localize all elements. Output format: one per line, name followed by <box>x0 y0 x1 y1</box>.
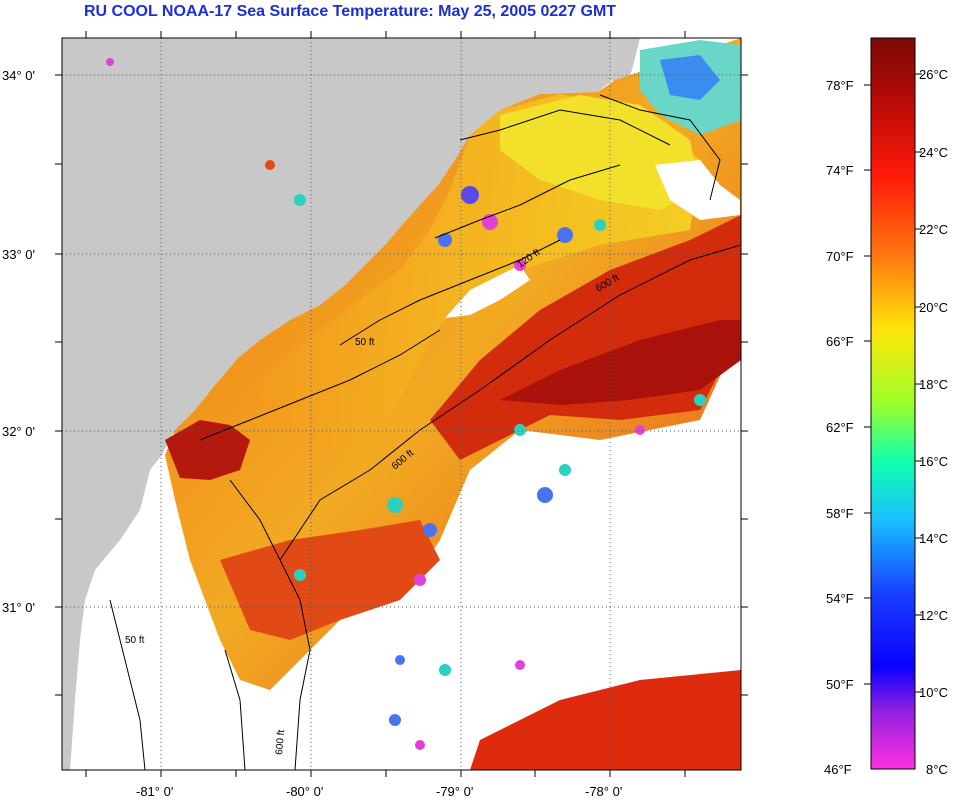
cb-f-50: 50°F <box>826 677 854 692</box>
lon-label-78: -78° 0' <box>585 784 622 799</box>
sst-gulf-core <box>500 320 741 405</box>
sst-sw-hot <box>165 420 250 480</box>
map-title: RU COOL NOAA-17 Sea Surface Temperature:… <box>84 3 617 20</box>
cb-c-18: 18°C <box>919 377 948 392</box>
cb-f-62: 62°F <box>826 420 854 435</box>
cb-c-10: 10°C <box>919 685 948 700</box>
axis-ticks <box>55 31 748 777</box>
cb-f-46: 46°F <box>824 762 852 777</box>
bathymetry-contours <box>109 94 741 770</box>
colorbar-ticks <box>864 73 922 693</box>
cb-c-22: 22°C <box>919 222 948 237</box>
cb-c-14: 14°C <box>919 531 948 546</box>
cb-f-70: 70°F <box>826 249 854 264</box>
lat-label-34: 34° 0' <box>2 68 35 83</box>
contour-label-50-south: 50 ft <box>125 635 145 646</box>
cb-c-20: 20°C <box>919 300 948 315</box>
lon-label-81: -81° 0' <box>136 784 173 799</box>
contour-label-50: 50 ft <box>355 337 375 348</box>
cloud-gap-1 <box>445 265 530 318</box>
lon-label-80: -80° 0' <box>286 784 323 799</box>
cb-c-8: 8°C <box>926 762 948 777</box>
cb-c-12: 12°C <box>919 608 948 623</box>
cb-c-16: 16°C <box>919 454 948 469</box>
lat-label-33: 33° 0' <box>2 247 35 262</box>
sst-north-patch <box>500 95 700 210</box>
lat-label-32: 32° 0' <box>2 424 35 439</box>
sst-cold-patch-ne-blue <box>660 55 720 100</box>
cb-f-74: 74°F <box>826 163 854 178</box>
cb-f-66: 66°F <box>826 334 854 349</box>
lon-label-79: -79° 0' <box>436 784 473 799</box>
colorbar <box>870 37 916 770</box>
lat-label-31: 31° 0' <box>2 600 35 615</box>
cb-f-78: 78°F <box>826 78 854 93</box>
cb-f-54: 54°F <box>826 591 854 606</box>
cb-c-24: 24°C <box>919 145 948 160</box>
cb-f-58: 58°F <box>826 506 854 521</box>
cb-c-26: 26°C <box>919 67 948 82</box>
land-area <box>62 38 615 770</box>
map-border <box>61 37 742 771</box>
contour-label-600-south: 600 ft <box>274 729 287 755</box>
sst-se-patch <box>470 670 741 770</box>
cloud-gap-2 <box>655 160 740 220</box>
